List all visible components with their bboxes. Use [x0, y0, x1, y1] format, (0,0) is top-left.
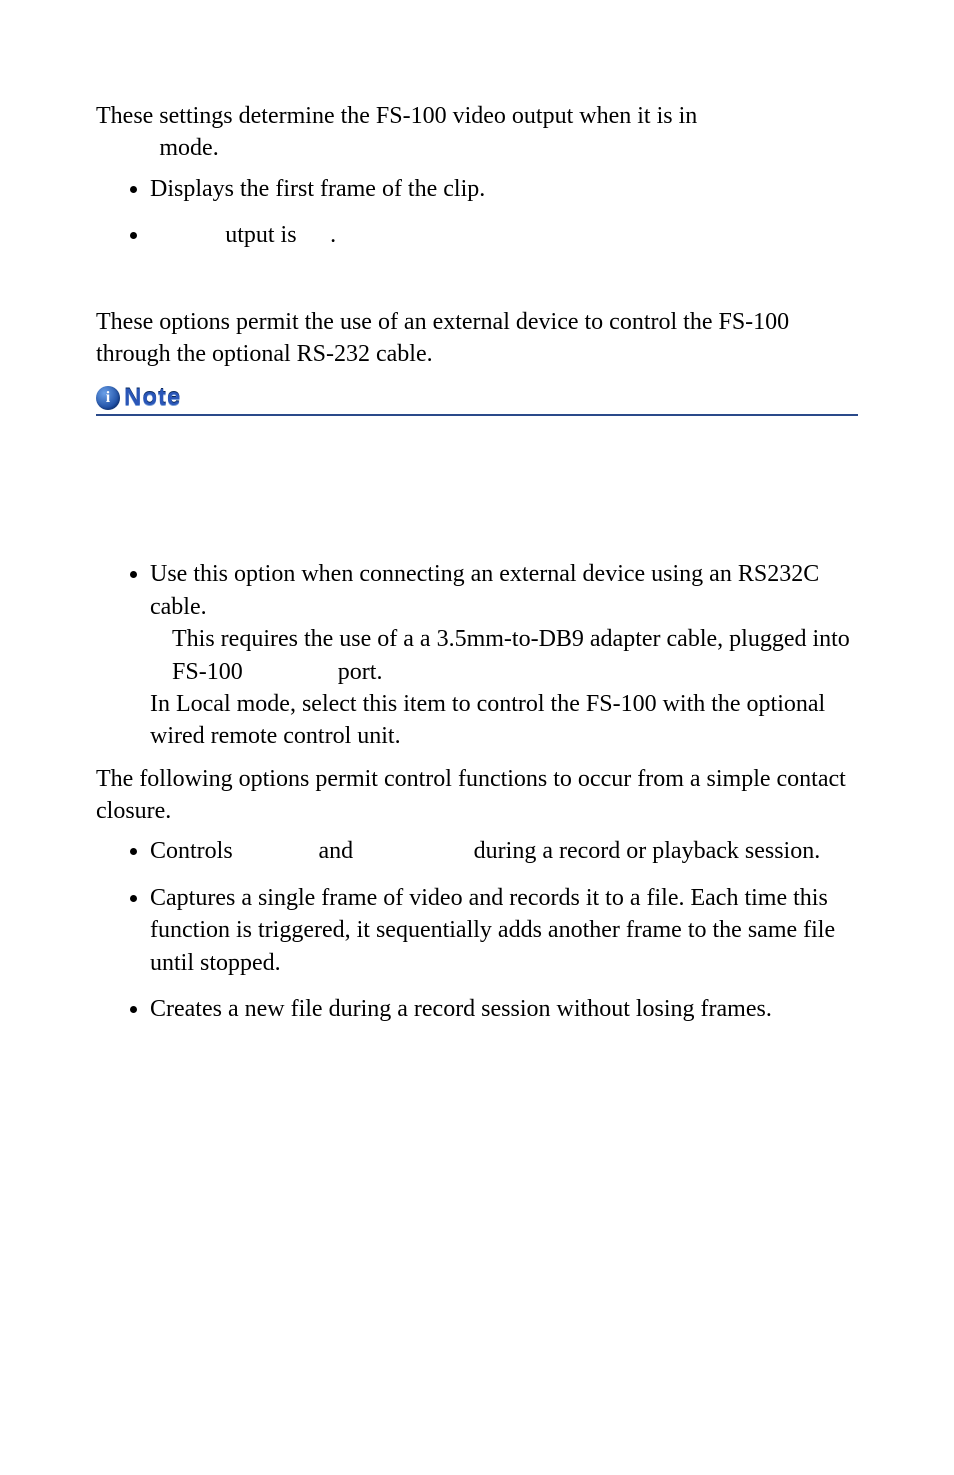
bullet-body: Captures a single frame of video and rec… [150, 882, 858, 979]
list-item: Video output is off. [150, 211, 858, 251]
text: utput is [225, 222, 302, 248]
text: Controls [150, 838, 239, 864]
list-item: Displays the first frame of the clip. [150, 165, 858, 205]
note-label: Note [124, 384, 181, 412]
note-callout: i Note [96, 384, 858, 416]
text: and [313, 838, 360, 864]
text: This requires the use of a a 3.5mm-to-DB… [172, 626, 850, 684]
text: mode. [159, 135, 218, 161]
section3-list-b: Controls PAUSE and UNPAUSE during a reco… [96, 827, 858, 1025]
list-item: Controls PAUSE and UNPAUSE during a reco… [150, 827, 858, 867]
section2-intro: These options permit the use of an exter… [96, 306, 858, 371]
note-header: i Note [96, 384, 858, 416]
bullet-body: Displays the first frame of the clip. [150, 173, 858, 205]
section1-list: Displays the first frame of the clip. Vi… [96, 165, 858, 252]
text: port. [332, 659, 383, 685]
list-item: Captures a single frame of video and rec… [150, 874, 858, 979]
text: during a record or playback session. [468, 838, 821, 864]
list-item: Use this option when connecting an exter… [150, 550, 858, 752]
info-icon: i [96, 386, 120, 410]
bullet-body: Creates a new file during a record sessi… [150, 993, 858, 1025]
badge-glyph: i [106, 389, 110, 407]
bullet-sub: This requires the use of a a 3.5mm-to-DB… [172, 623, 858, 688]
list-item: Creates a new file during a record sessi… [150, 985, 858, 1025]
mid-paragraph: The following options permit control fun… [96, 763, 858, 828]
document-page: These settings determine the FS-100 vide… [0, 0, 954, 1091]
bullet-body: Controls PAUSE and UNPAUSE during a reco… [150, 835, 858, 867]
bullet-body: Video output is off. [150, 219, 858, 251]
section3-list-a: Use this option when connecting an exter… [96, 550, 858, 752]
bullet-body: Use this option when connecting an exter… [150, 558, 858, 623]
text: . [330, 222, 336, 248]
bullet-body: In Local mode, select this item to contr… [150, 688, 858, 753]
text: These settings determine the FS-100 vide… [96, 103, 697, 129]
section1-intro: These settings determine the FS-100 vide… [96, 100, 858, 165]
